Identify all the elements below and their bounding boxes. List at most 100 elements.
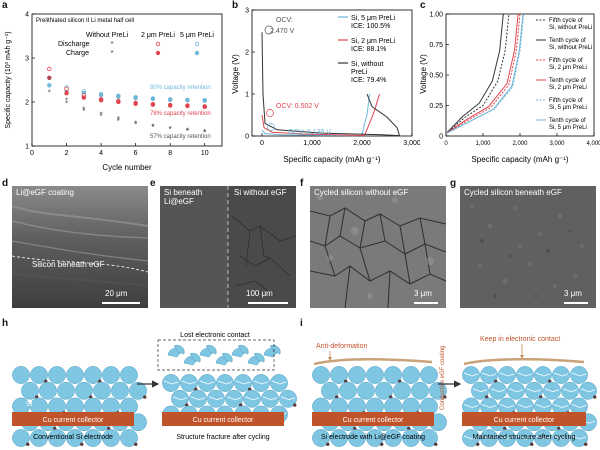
scale-label-f: 3 μm [414, 289, 432, 298]
chart-c: 0 1,000 2,000 3,000 4,000 0 0.25 0.50 0.75 1.00 F… [419, 12, 600, 165]
si-label-h: Si [26, 401, 33, 408]
li-dot [530, 442, 534, 446]
si-fragment [221, 352, 233, 363]
data-point-a: * [186, 127, 189, 136]
egf-coating-right [463, 357, 585, 366]
panel-letter-g: g [450, 178, 457, 189]
x-tick-label-a: 6 [134, 150, 138, 157]
si-particle [321, 381, 339, 400]
collector-h-left-label: Cu current collector [43, 417, 104, 424]
data-point-a: * [48, 89, 51, 98]
sem-texture-g [460, 186, 596, 308]
y-tick-label-c: 0 [439, 134, 443, 141]
si-particle-cracked [480, 429, 498, 447]
scale-label-d: 20 μm [105, 289, 128, 298]
data-point-a [167, 103, 173, 108]
legend-label-c: Si, 5 μm PreLi [549, 125, 587, 131]
li-dot [293, 403, 297, 407]
si-particle [402, 429, 420, 447]
si-particle [30, 429, 48, 447]
data-point-a: * [65, 100, 68, 109]
si-particle [348, 429, 366, 447]
ocv-red-label: OCV: 0.502 V [276, 103, 319, 110]
si-particle [420, 429, 438, 447]
collector-i-left [312, 412, 434, 426]
sem-g-label: Cycled silicon beneath eGF [464, 188, 562, 197]
sem-d-inner-label: Silicon beneath eGF [32, 260, 105, 269]
si-particle [84, 366, 102, 384]
collector-h-right-label: Cu current collector [193, 417, 254, 424]
legend-b-1-l2: ICE: 100.5% [351, 23, 390, 30]
data-point-a: * [48, 76, 51, 85]
crack-line [580, 388, 596, 393]
si-particle [402, 366, 420, 384]
data-point-a [150, 102, 156, 107]
legend-label-c: Fifth cycle of [549, 18, 583, 24]
series-line-b [261, 93, 380, 137]
si-particle [30, 366, 48, 384]
collector-i-right-label: Cu current collector [494, 417, 555, 424]
legend-header-none: Without PreLi [86, 32, 128, 39]
li-dot [434, 442, 438, 446]
y-tick-label-a: 2 [25, 100, 29, 107]
crack-line [517, 404, 533, 408]
collector-i-left-label: Cu current collector [343, 417, 404, 424]
li-dot [380, 442, 384, 446]
crack-line [172, 396, 188, 401]
legend-marker-a: * [110, 40, 113, 49]
data-point-a: * [151, 123, 154, 132]
xlabel-a: Cycle number [102, 163, 152, 172]
collector-h-right [162, 412, 284, 426]
collector-h-left [12, 412, 134, 426]
si-particle-cracked [552, 429, 570, 447]
crack-line [262, 396, 278, 401]
y-tick-label-b: 0 [245, 134, 249, 141]
si-particle [57, 381, 75, 400]
crack-line [463, 404, 479, 408]
si-particle-cracked [225, 389, 243, 408]
si-particle [384, 429, 402, 447]
x-tick-label-c: 2,000 [512, 141, 528, 147]
anti-deformation-label: Anti-deformation [316, 343, 367, 350]
ticks-c: 0 1,000 2,000 3,000 4,000 0 0.25 0.50 0.75 1.00 [429, 12, 600, 148]
annot-57: 57% capacity retention [150, 134, 211, 140]
li-dot [134, 442, 138, 446]
si-particle-cracked [216, 374, 234, 392]
crack-line [481, 404, 497, 408]
ocv-blue-circle [267, 123, 275, 131]
si-particle-cracked [198, 374, 216, 392]
chart-a: Prelithiated silicon II Li metal half ce… [5, 12, 223, 172]
legend-marker-a [194, 50, 200, 56]
data-point-a: * [203, 128, 206, 137]
data-point-a: * [117, 117, 120, 126]
data-point-a: * [82, 105, 85, 114]
si-particle [48, 366, 66, 384]
ylabel-a: Specific capacity (10³ mAh g⁻¹) [5, 31, 12, 128]
si-particle-cracked [543, 381, 561, 400]
si-particle [120, 366, 138, 384]
scale-bar-f [414, 302, 438, 304]
data-point-a: * [100, 112, 103, 121]
panel-letter-f: f [300, 178, 304, 189]
panel-letter-b: b [232, 0, 239, 11]
legend-label-c: Fifth cycle of [549, 98, 583, 104]
crack-line [271, 380, 287, 385]
legend-b-3-l3: ICE: 79.4% [351, 77, 386, 84]
data-point-a [47, 83, 52, 88]
data-point-a: * [65, 97, 68, 106]
legend-label-c: Si, 5 μm PreLi [549, 105, 587, 111]
si-particle [21, 381, 39, 400]
sem-image-d: Li@eGF coating Silicon beneath eGF 20 μm [12, 186, 148, 308]
data-point-a [202, 104, 207, 110]
si-particle-cracked [462, 366, 480, 384]
caption-h-left: Conventional Si electrode [33, 434, 113, 441]
crack-line [553, 435, 569, 440]
x-tick-label-a: 2 [65, 150, 69, 157]
si-particle-cracked [579, 381, 597, 400]
li-dot [26, 442, 30, 446]
si-particle-cracked [480, 366, 498, 384]
y-tick-label-a: 4 [25, 12, 29, 19]
ocv-top-label: OCV: [276, 17, 293, 24]
si-particle [93, 381, 111, 400]
data-point-a [98, 92, 104, 98]
